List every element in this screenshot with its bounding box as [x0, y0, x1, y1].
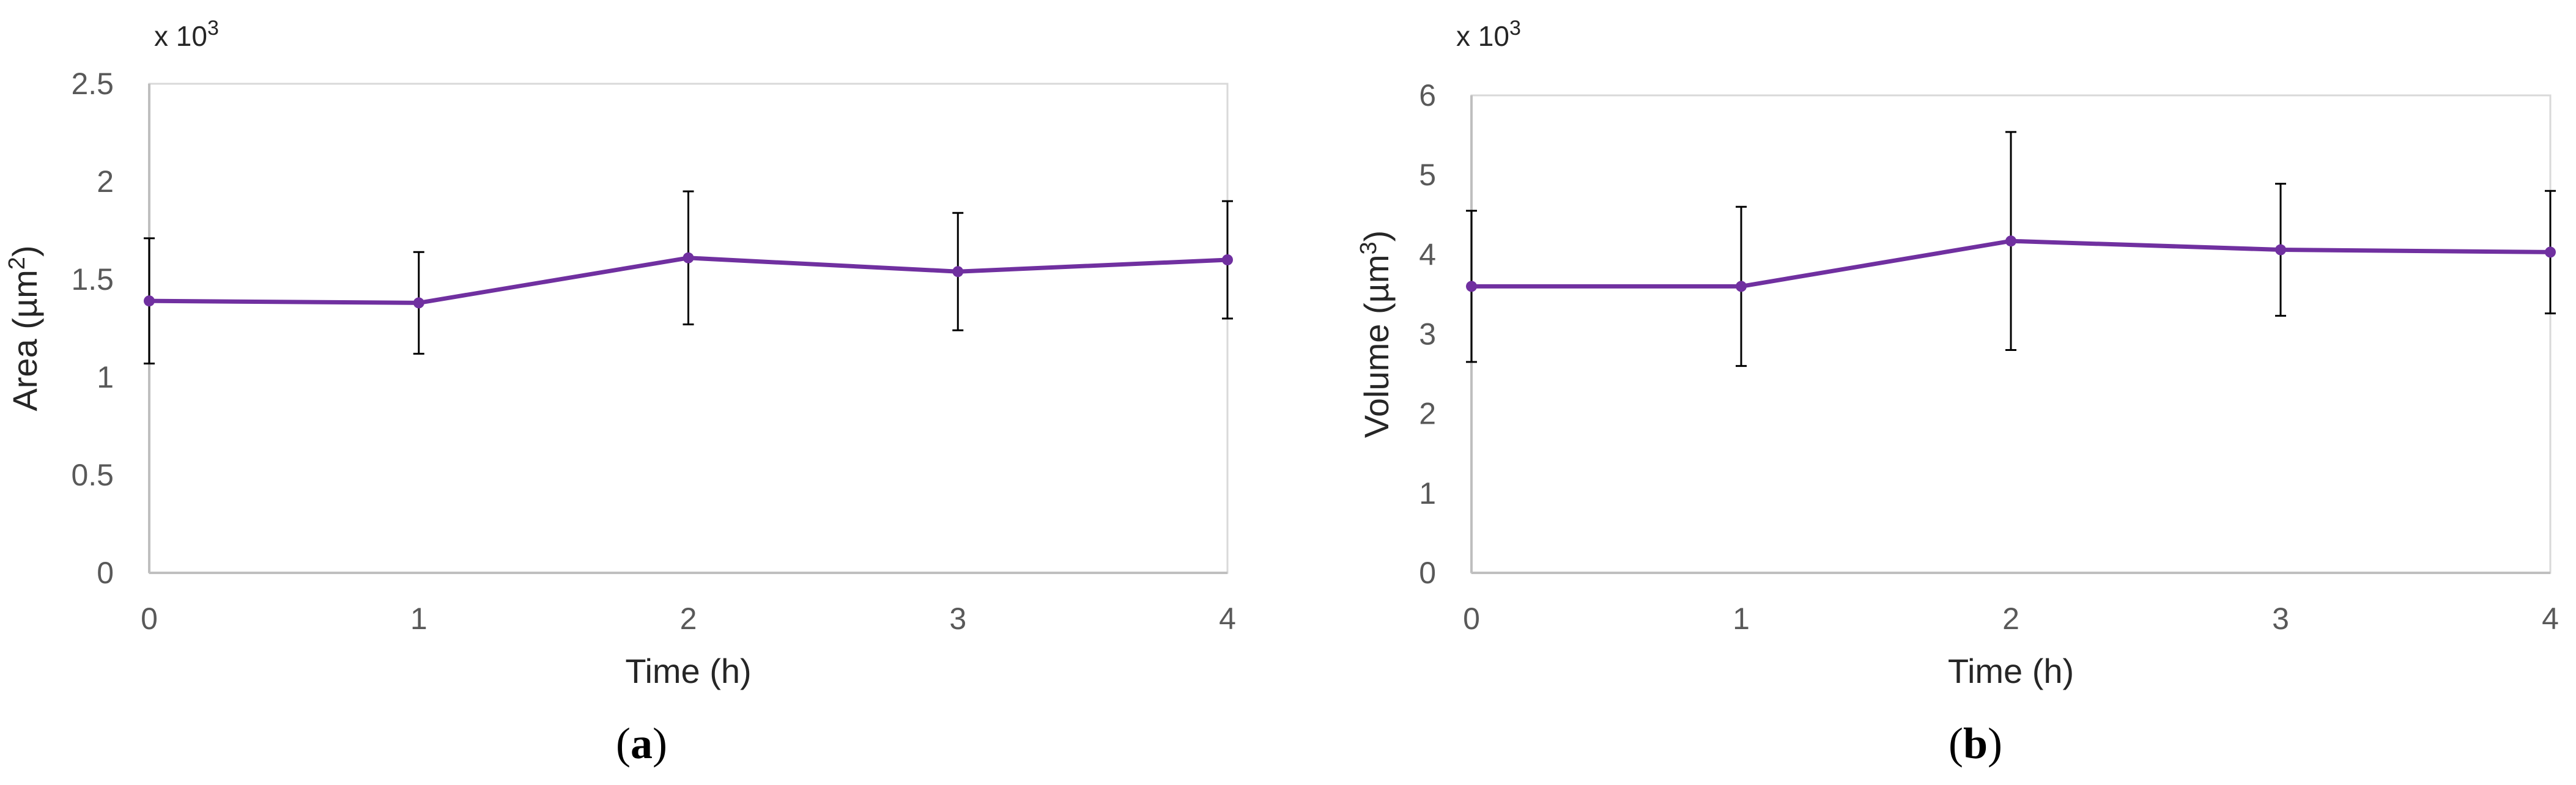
y-axis-label-start: Area (µm	[6, 270, 44, 411]
y-tick-label: 1	[1419, 476, 1436, 510]
panel-caption-paren: (	[616, 719, 631, 768]
y-tick-label: 6	[1419, 78, 1436, 112]
plot-area-border	[148, 83, 1229, 574]
x-axis-label: Time (h)	[1948, 652, 2074, 690]
y-tick-label: 2.5	[71, 67, 114, 101]
x-tick-label: 4	[1219, 602, 1236, 636]
panel-caption-letter: b	[1963, 719, 1988, 768]
data-point	[2545, 246, 2556, 258]
data-point	[413, 297, 424, 309]
x-tick-label: 1	[1733, 602, 1750, 636]
data-point	[1466, 281, 1477, 292]
y-axis-label-end: )	[6, 245, 44, 257]
data-point	[144, 295, 155, 307]
y-axis-label-start: Volume (µm	[1357, 254, 1396, 438]
y-tick-label: 1.5	[71, 262, 114, 297]
x-tick-label: 4	[2542, 602, 2559, 636]
axis-multiplier-exponent: 3	[1509, 17, 1521, 40]
x-axis-label: Time (h)	[625, 652, 751, 690]
panel-caption: (b)	[1949, 719, 2002, 768]
y-axis-label: Volume (µm3)	[1356, 230, 1396, 438]
data-point	[1736, 281, 1747, 292]
y-axis-label-end: )	[1357, 230, 1396, 242]
x-tick-label: 3	[2272, 602, 2289, 636]
panel-caption-paren: )	[1988, 719, 2002, 768]
y-tick-label: 0	[97, 556, 114, 590]
x-tick-label: 2	[2002, 602, 2019, 636]
data-point	[2275, 244, 2286, 256]
panel-caption-letter: a	[631, 719, 653, 768]
y-axis-label-superscript: 2	[4, 257, 30, 270]
x-tick-label: 0	[141, 602, 158, 636]
panel-caption-paren: )	[653, 719, 667, 768]
data-point	[2005, 235, 2016, 247]
panel-caption-paren: (	[1949, 719, 1963, 768]
y-tick-label: 5	[1419, 158, 1436, 192]
data-point	[952, 266, 964, 278]
y-axis-label-superscript: 3	[1356, 241, 1382, 254]
axis-multiplier: x 103	[1456, 17, 1521, 52]
axis-multiplier-base: x 10	[1456, 20, 1509, 52]
x-tick-label: 2	[680, 602, 697, 636]
y-tick-label: 0	[1419, 556, 1436, 590]
y-tick-label: 1	[97, 360, 114, 394]
data-point	[1222, 254, 1233, 265]
axis-multiplier-base: x 10	[154, 20, 207, 52]
x-tick-label: 3	[949, 602, 966, 636]
x-tick-label: 0	[1463, 602, 1480, 636]
panel-caption: (a)	[616, 719, 667, 768]
y-tick-label: 2	[97, 164, 114, 199]
y-tick-label: 3	[1419, 317, 1436, 352]
axis-multiplier: x 103	[154, 17, 219, 52]
y-tick-label: 4	[1419, 237, 1436, 271]
x-tick-label: 1	[410, 602, 427, 636]
y-tick-label: 2	[1419, 397, 1436, 431]
y-tick-label: 0.5	[71, 458, 114, 492]
y-axis-label: Area (µm2)	[4, 245, 44, 411]
data-point	[683, 252, 694, 264]
axis-multiplier-exponent: 3	[207, 17, 219, 40]
